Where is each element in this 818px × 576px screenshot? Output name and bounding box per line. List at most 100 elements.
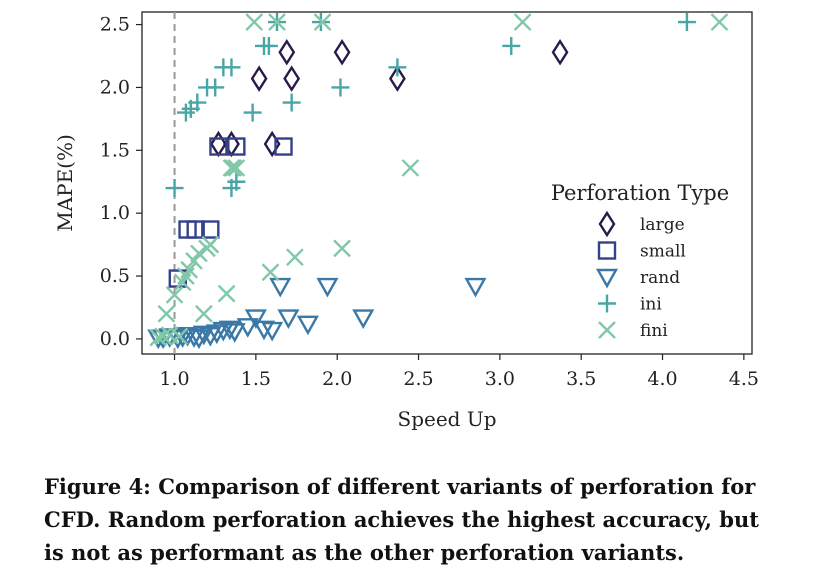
x-ticks: 1.0 1.5 2.0 2.5 3.0 3.5 4.0 4.5 — [159, 354, 759, 390]
ini-point — [165, 179, 184, 198]
fini-point — [268, 13, 286, 31]
fini-point — [261, 263, 280, 282]
ini-point — [282, 93, 301, 112]
ini-point — [206, 78, 225, 97]
x-axis-label: Speed Up — [398, 407, 497, 431]
legend-marker-ini — [598, 294, 616, 313]
y-tick-label: 0.5 — [100, 265, 130, 287]
ini-point — [388, 58, 407, 77]
fini-point — [157, 304, 176, 323]
large-point — [283, 65, 301, 92]
large-point — [250, 65, 268, 92]
figure-caption: Figure 4: Comparison of different varian… — [44, 474, 759, 565]
scatter-chart: 1.0 1.5 2.0 2.5 3.0 3.5 4.0 4.5 0.0 0.5 1.0 1.5 2.0… — [53, 11, 759, 431]
fini-point — [180, 260, 199, 279]
legend-marker-rand — [595, 268, 619, 289]
legend-label-ini: ini — [640, 295, 662, 315]
series-ini — [165, 13, 696, 198]
y-ticks: 0.0 0.5 1.0 1.5 2.0 2.5 — [100, 14, 142, 350]
rand-point — [277, 309, 300, 329]
fini-point — [333, 239, 351, 258]
small-point — [274, 137, 293, 156]
large-point — [278, 39, 296, 66]
legend-label-rand: rand — [640, 268, 680, 288]
y-tick-label: 2.0 — [100, 76, 130, 98]
legend-label-large: large — [640, 215, 685, 235]
large-point — [333, 39, 351, 66]
fini-point — [313, 13, 332, 31]
y-tick-label: 1.5 — [100, 139, 130, 161]
fini-point — [194, 304, 213, 323]
small-point — [209, 137, 228, 156]
x-tick-label: 2.0 — [322, 368, 352, 390]
series-small — [168, 137, 293, 288]
rand-point — [218, 320, 241, 341]
plot-frame — [141, 11, 753, 355]
rand-point — [464, 277, 487, 298]
fini-point — [149, 328, 168, 347]
x-tick-label: 1.0 — [159, 368, 189, 390]
fini-point — [224, 159, 242, 177]
series-large — [210, 39, 569, 158]
x-tick-label: 4.0 — [647, 368, 677, 390]
y-tick-label: 2.5 — [100, 14, 130, 36]
fini-point — [286, 248, 304, 267]
ini-point — [176, 103, 195, 122]
legend-label-small: small — [640, 242, 686, 262]
y-axis-label: MAPE(%) — [53, 134, 77, 232]
rand-point — [183, 328, 206, 348]
fini-point — [227, 159, 246, 177]
legend-marker-fini — [598, 321, 616, 339]
x-tick-label: 3.5 — [566, 368, 596, 390]
rand-point — [212, 321, 235, 342]
legend: Perforation Type large small rand ini fini — [551, 181, 729, 341]
large-point — [388, 65, 406, 92]
ini-point — [502, 36, 521, 55]
ini-point — [331, 78, 350, 97]
fini-point — [170, 327, 189, 346]
rand-point — [244, 309, 267, 329]
fini-point — [217, 284, 236, 303]
x-tick-label: 1.5 — [241, 368, 271, 390]
data-points — [147, 13, 729, 350]
rand-point — [223, 323, 246, 343]
legend-title: Perforation Type — [551, 181, 729, 205]
rand-point — [316, 277, 339, 298]
x-tick-label: 4.5 — [729, 368, 759, 390]
ini-point — [188, 93, 207, 112]
legend-marker-large — [598, 210, 616, 238]
ini-point — [227, 172, 246, 191]
fini-point — [710, 13, 729, 31]
x-tick-label: 3.0 — [485, 368, 515, 390]
ini-point — [243, 103, 262, 122]
small-point — [186, 220, 205, 239]
rand-point — [236, 318, 259, 338]
rand-point — [252, 320, 276, 341]
rand-point — [352, 309, 375, 329]
fini-point — [245, 13, 264, 31]
ini-point — [222, 58, 241, 77]
large-point — [263, 130, 281, 158]
rand-point — [296, 315, 319, 336]
fini-point — [190, 244, 208, 263]
rand-point — [187, 329, 210, 350]
y-tick-label: 0.0 — [100, 328, 130, 350]
rand-point — [192, 325, 215, 346]
fini-point — [154, 327, 172, 346]
rand-point — [269, 277, 292, 298]
fini-point — [165, 286, 184, 304]
legend-label-fini: fini — [640, 321, 668, 341]
series-rand — [147, 277, 487, 350]
fini-point — [201, 235, 220, 254]
x-tick-label: 2.5 — [403, 368, 433, 390]
small-point — [227, 137, 246, 156]
rand-point — [261, 321, 284, 342]
small-point — [201, 220, 220, 239]
large-point — [551, 39, 569, 66]
series-fini — [149, 13, 729, 347]
ini-point — [259, 36, 278, 55]
legend-marker-small — [597, 241, 617, 260]
y-tick-label: 1.0 — [100, 202, 130, 224]
fini-point — [401, 159, 420, 177]
ini-point — [677, 13, 696, 32]
